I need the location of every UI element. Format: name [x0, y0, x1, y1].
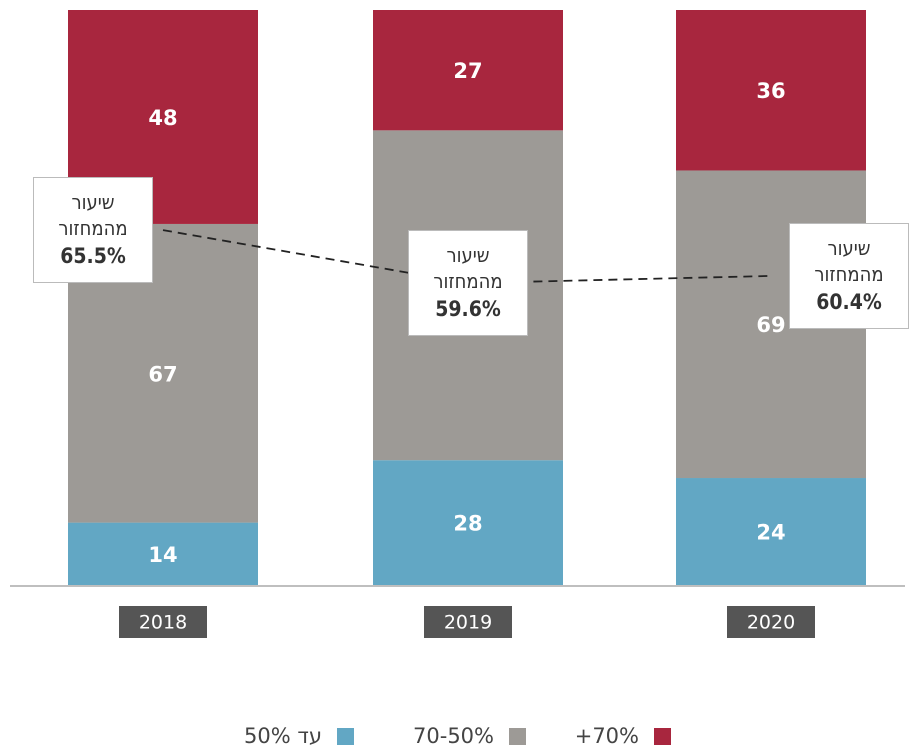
annotation-box: שיעור מהמחזור 59.6%	[408, 230, 528, 337]
annotation-value: 59.6%	[435, 297, 501, 322]
legend-swatch	[509, 728, 526, 745]
annotation: שיעור מהמחזור 59.6%	[408, 230, 528, 337]
data-label: 24	[756, 521, 785, 545]
bar-segment	[68, 522, 258, 585]
annotation-name: שיעור מהמחזור	[433, 243, 503, 294]
annotation-box: שיעור מהמחזור 65.5%	[33, 177, 153, 284]
legend-swatch	[654, 728, 671, 745]
annotation: שיעור מהמחזור 65.5%	[33, 177, 153, 284]
category-box	[119, 606, 207, 638]
legend-label: עד 50%	[244, 724, 322, 748]
bar-segment	[373, 460, 563, 585]
annotation-name: שיעור מהמחזור	[58, 190, 128, 241]
legend-label: +70%	[575, 724, 639, 748]
data-label: 48	[148, 106, 177, 130]
line-series	[162, 229, 772, 285]
category-box	[727, 606, 815, 638]
x-tick-label: 2018	[139, 612, 187, 634]
category-box	[424, 606, 512, 638]
annotation: שיעור מהמחזור 60.4%	[789, 222, 909, 329]
data-label: 28	[453, 512, 482, 536]
legend-swatch	[337, 728, 354, 745]
annotation-value: 60.4%	[816, 289, 882, 314]
data-label: 14	[148, 543, 177, 567]
bar-segment	[373, 10, 563, 131]
x-tick-label: 2020	[747, 612, 795, 634]
annotation-value: 65.5%	[60, 244, 126, 269]
bar-segment	[676, 10, 866, 171]
annotation-box: שיעור מהמחזור 60.4%	[789, 222, 909, 329]
data-label: 69	[756, 313, 785, 337]
data-label: 36	[756, 79, 785, 103]
annotation-name: שיעור מהמחזור	[814, 235, 884, 286]
x-tick-label: 2019	[444, 612, 492, 634]
data-label: 67	[148, 362, 177, 386]
data-label: 27	[453, 59, 482, 83]
bar-segment	[676, 478, 866, 585]
legend-label: 70-50%	[413, 724, 494, 748]
